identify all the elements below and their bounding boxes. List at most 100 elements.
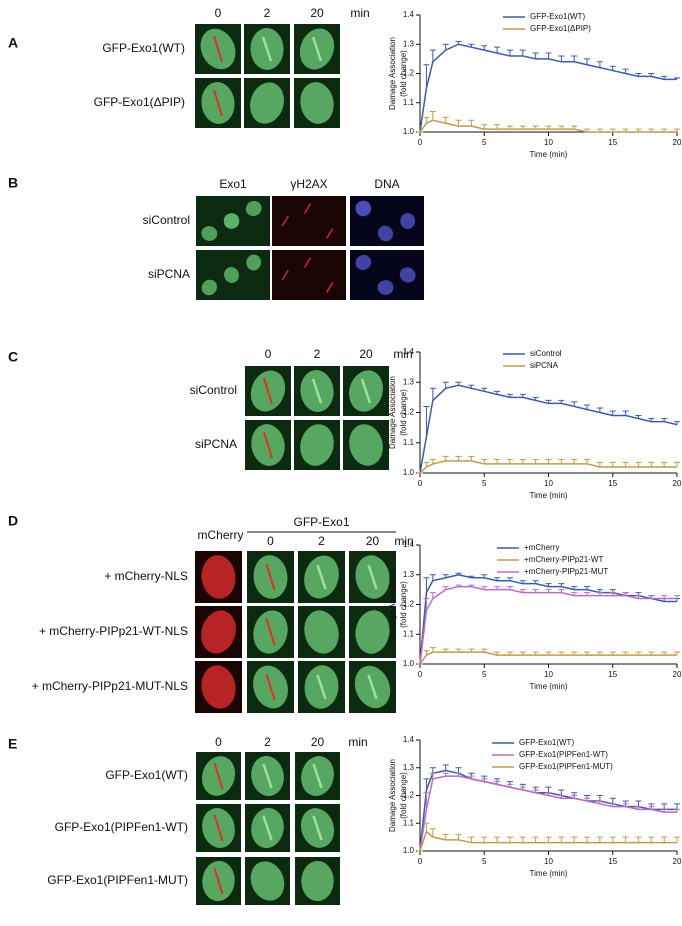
error-bar [429,592,436,599]
panel-label: A [8,35,18,51]
error-bar [622,592,629,596]
error-bar [622,836,629,843]
y-tick-label: 1.2 [403,408,415,417]
laser-line [265,673,276,701]
error-bar [648,651,655,656]
error-bar [455,772,462,777]
panel-label: D [8,513,18,529]
error-bar [519,49,526,56]
error-bar [494,651,501,656]
error-bar [519,125,526,130]
x-tick-label: 15 [608,479,617,488]
error-bar [571,55,578,62]
error-bar [468,119,475,127]
x-tick-label: 0 [418,857,423,866]
legend-label: +mCherry-PIPp21-WT [524,555,603,564]
nucleus [304,610,339,654]
y-tick-label: 1.1 [403,818,415,827]
y-tick-label: 1.0 [403,127,415,136]
nucleus [201,665,236,709]
column-header: 2 [264,6,271,20]
nucleus [201,226,218,241]
error-bar [609,592,616,596]
series-line [419,775,677,852]
y-tick-label: 1.1 [403,629,415,638]
laser-line [213,814,224,842]
error-bar [468,455,475,461]
error-bar [596,407,603,413]
error-bar [519,580,526,584]
error-bar [494,836,501,843]
y-tick-label: 1.4 [403,540,415,549]
group-header: GFP-Exo1 [293,515,349,529]
error-bar [584,128,591,132]
error-bar [506,458,513,464]
error-bar [442,833,449,840]
error-bar [481,124,488,130]
column-header: Exo1 [219,177,247,191]
error-bar [532,836,539,843]
x-tick-label: 0 [418,479,423,488]
x-tick-label: 5 [482,670,487,679]
error-bar [506,125,513,130]
error-bar [584,651,591,656]
damage-stripe [303,257,312,268]
x-tick-label: 20 [673,479,682,488]
error-bar [429,767,436,774]
x-tick-label: 5 [482,479,487,488]
y-axis-label: Damage Association [388,376,397,449]
error-bar [519,589,526,593]
error-bar [635,415,642,419]
error-bar [571,125,578,130]
nucleus [246,254,262,271]
error-bar [622,461,629,467]
error-bar [545,458,552,464]
error-bar [506,577,513,581]
error-bar [494,390,501,395]
micrograph [272,250,346,300]
column-header: 0 [215,6,222,20]
error-bar [442,455,449,461]
error-bar [609,836,616,843]
damage-stripe [262,815,273,841]
nucleus [201,610,236,654]
error-bar [545,125,552,130]
row-label: siPCNA [195,437,237,451]
column-header: 2 [264,735,271,749]
error-bar [455,455,462,461]
y-tick-label: 1.4 [403,347,415,356]
nucleus [223,213,240,229]
error-bar [506,586,513,590]
y-axis-label: Damage Association [388,37,397,110]
error-bar [481,45,488,51]
error-bar [584,458,591,464]
error-bar [494,577,501,581]
error-bar [481,458,488,464]
column-header: 0 [267,534,274,548]
error-bar [506,783,513,788]
error-bar [455,572,462,575]
error-bar [635,651,642,656]
nucleus [400,213,416,229]
panel-label: E [8,736,17,752]
error-bar [648,418,655,422]
error-bar [423,64,430,89]
error-bar [596,800,603,804]
legend-label: siPCNA [530,361,559,370]
damage-stripe [360,378,372,404]
error-bar [442,764,449,771]
error-bar [661,461,668,467]
error-bar [661,128,668,132]
panel-label: B [8,175,18,191]
error-bar [558,836,565,843]
error-bar [571,458,578,464]
x-tick-label: 15 [608,857,617,866]
error-bar [481,648,488,653]
error-bar [661,651,668,656]
y-tick-label: 1.1 [403,438,415,447]
error-bar [545,836,552,843]
error-bar [423,822,430,832]
column-header: 20 [359,347,373,361]
error-bar [532,580,539,584]
